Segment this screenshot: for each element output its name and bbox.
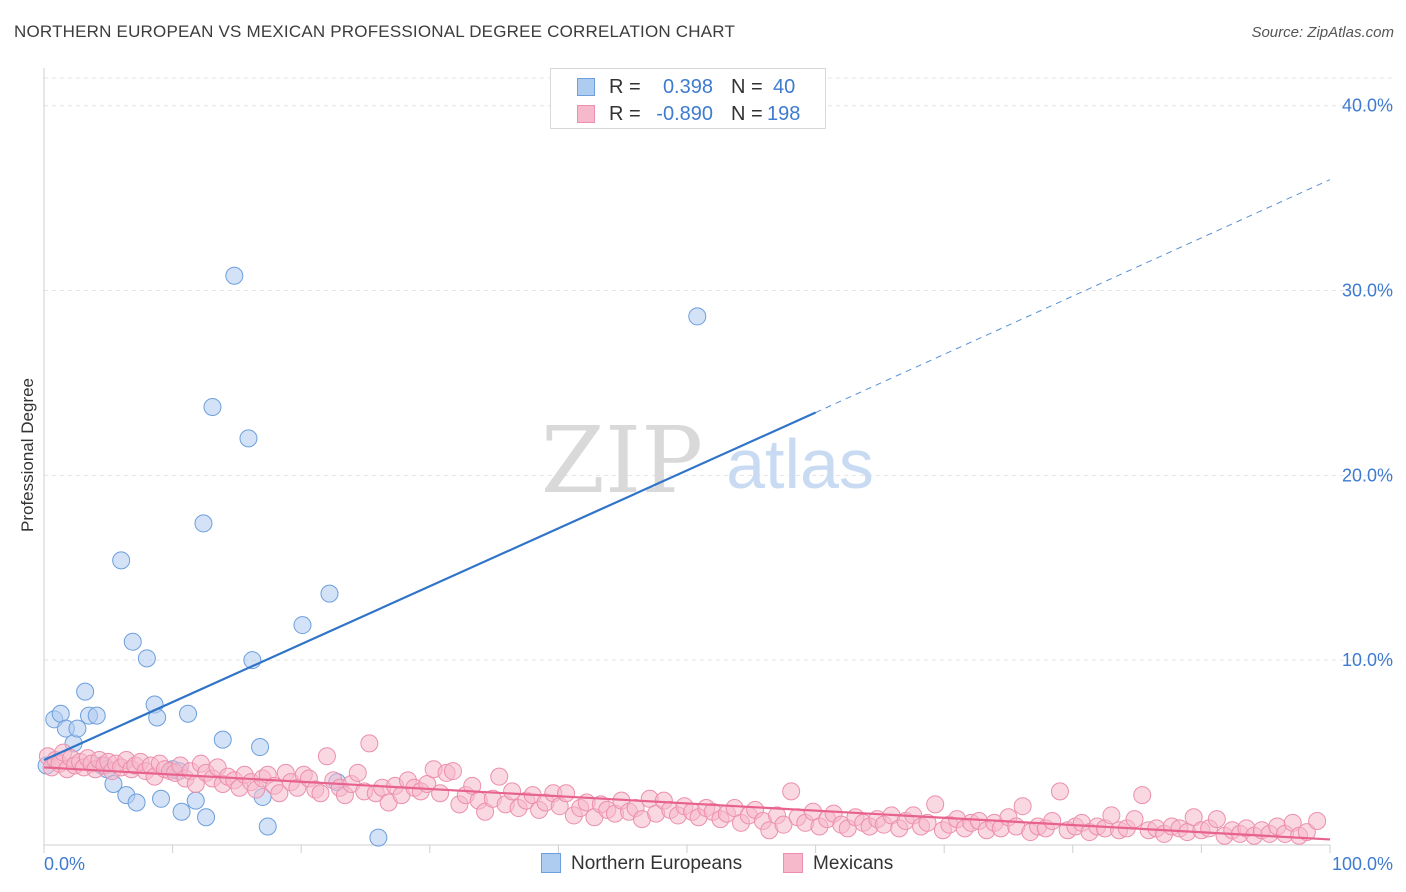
legend-row-mexicans: R = -0.890 N = 198 [551, 101, 827, 127]
data-point [1043, 811, 1062, 830]
data-point [213, 730, 232, 749]
data-point [431, 784, 450, 803]
data-point [123, 632, 142, 651]
legend-swatch-blue [577, 78, 595, 96]
data-point [225, 266, 244, 285]
data-point [1297, 823, 1316, 842]
series-mexicans [38, 734, 1327, 845]
legend-r-value: 0.398 [662, 76, 713, 98]
legend-swatch-blue [541, 853, 561, 873]
data-point [179, 704, 198, 723]
y-tick-label: 40.0% [1342, 96, 1393, 116]
data-point [918, 813, 937, 832]
data-point [152, 789, 171, 808]
data-point [137, 649, 156, 668]
gridlines [44, 77, 1392, 661]
data-point [1207, 810, 1226, 829]
trend-line-mexicans [43, 766, 1331, 841]
series-legend: Northern Europeans Mexicans [0, 852, 1406, 878]
data-point [1050, 782, 1069, 801]
data-point [320, 584, 339, 603]
x-tick-label-start: 0.0% [44, 854, 85, 874]
legend-row-northern-europeans: R = 0.398 N = 40 [551, 74, 827, 100]
data-point [270, 784, 289, 803]
trend-extension-northern-europeans [815, 179, 1331, 413]
data-point [774, 815, 793, 834]
data-point [239, 429, 258, 448]
data-point [926, 795, 945, 814]
data-point [369, 828, 388, 847]
data-point [203, 397, 222, 416]
watermark-zip: ZIP [541, 407, 703, 514]
legend-n-label: N = [731, 103, 763, 125]
data-point [1102, 806, 1121, 825]
x-tick-labels: 0.0% 100.0% [44, 854, 1393, 874]
data-point [1125, 810, 1144, 829]
y-tick-labels: 10.0% 20.0% 30.0% 40.0% [1342, 96, 1393, 670]
legend-label: Northern Europeans [571, 853, 743, 874]
chart-title: NORTHERN EUROPEAN VS MEXICAN PROFESSIONA… [14, 22, 736, 41]
legend-r-label: R = [609, 103, 641, 125]
legend-r-value: -0.890 [656, 103, 713, 125]
data-point [76, 682, 95, 701]
data-point [87, 706, 106, 725]
legend-n-value: 198 [767, 103, 801, 125]
data-point [443, 762, 462, 781]
legend-n-label: N = [731, 76, 763, 98]
data-point [1133, 786, 1152, 805]
legend-r-label: R = [609, 76, 641, 98]
data-point [197, 808, 216, 827]
data-point [348, 763, 367, 782]
data-point [557, 784, 576, 803]
trend-line-northern-europeans [43, 411, 817, 761]
data-point [127, 793, 146, 812]
data-point [68, 719, 87, 738]
data-point [251, 738, 270, 757]
data-point [360, 734, 379, 753]
data-point [782, 782, 801, 801]
data-point [194, 514, 213, 533]
y-tick-label: 30.0% [1342, 281, 1393, 301]
legend-swatch-pink [783, 853, 803, 873]
data-point [688, 307, 707, 326]
data-point [172, 802, 191, 821]
y-tick-label: 20.0% [1342, 465, 1393, 485]
data-point [317, 747, 336, 766]
data-point [112, 551, 131, 570]
x-tick-label-end: 100.0% [1332, 854, 1393, 874]
source-label: Source: ZipAtlas.com [1251, 24, 1394, 41]
watermark-atlas: atlas [726, 425, 874, 503]
data-point [490, 767, 509, 786]
correlation-legend: R = 0.398 N = 40 R = -0.890 N = 198 [550, 68, 826, 129]
data-point [186, 791, 205, 810]
trend-lines [43, 179, 1331, 841]
data-point [1308, 811, 1327, 830]
data-point [258, 817, 277, 836]
data-point [293, 616, 312, 635]
legend-n-value: 40 [773, 76, 796, 98]
data-point [503, 782, 522, 801]
data-point [1013, 797, 1032, 816]
y-tick-label: 10.0% [1342, 650, 1393, 670]
legend-swatch-pink [577, 105, 595, 123]
legend-label: Mexicans [813, 853, 894, 874]
axes [43, 68, 1331, 853]
data-point [311, 784, 330, 803]
